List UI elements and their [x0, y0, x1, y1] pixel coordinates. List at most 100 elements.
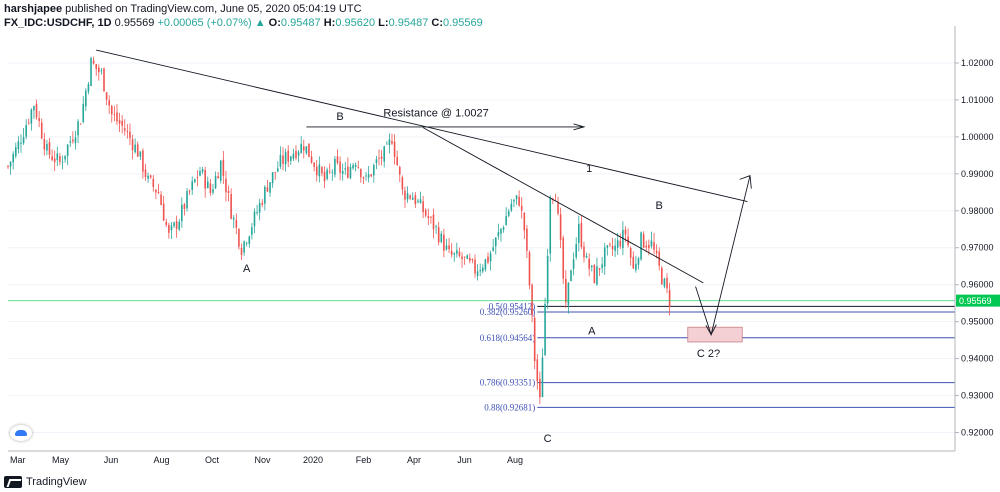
candle-body — [162, 203, 165, 221]
candle-body — [380, 156, 383, 159]
candle-body — [588, 258, 590, 269]
candle — [103, 67, 105, 92]
candle — [627, 228, 629, 248]
candle — [40, 118, 43, 140]
candle-body — [25, 125, 27, 137]
candle-body — [30, 109, 33, 124]
candle-body — [396, 156, 398, 166]
candle-body — [126, 131, 129, 132]
candle — [370, 173, 373, 178]
candle-body — [206, 181, 209, 189]
candle — [204, 166, 206, 198]
candle — [238, 227, 240, 250]
candle — [186, 188, 188, 212]
candle-body — [655, 250, 658, 254]
time-tick-label: Nov — [254, 455, 271, 465]
candle — [567, 282, 570, 314]
candle — [27, 118, 30, 125]
candle — [318, 156, 321, 183]
candle-body — [22, 137, 25, 144]
candle-body — [557, 202, 559, 214]
candle-body — [181, 204, 183, 222]
candle — [336, 149, 339, 165]
candle — [92, 56, 95, 65]
candle-body — [492, 247, 494, 251]
candle — [393, 134, 396, 165]
candle — [443, 228, 445, 258]
candle — [645, 240, 648, 253]
candle-body — [90, 58, 92, 87]
candle — [629, 246, 632, 266]
candle-body — [544, 303, 546, 356]
candle-body — [302, 146, 305, 151]
candle — [609, 242, 611, 247]
candle-body — [170, 225, 173, 231]
candle-body — [121, 120, 123, 126]
candle-body — [131, 139, 134, 151]
candle-body — [56, 153, 59, 161]
candle — [310, 150, 313, 164]
candle — [209, 178, 212, 196]
candle-body — [53, 158, 56, 163]
candle — [632, 251, 635, 269]
candle-body — [347, 166, 349, 178]
candle-body — [147, 175, 149, 179]
time-tick-label: Jun — [104, 455, 119, 465]
candle — [619, 233, 622, 249]
candle — [585, 252, 588, 259]
candle-body — [349, 166, 352, 179]
candle — [178, 218, 181, 232]
candle-body — [142, 150, 144, 172]
candle-body — [559, 214, 562, 240]
candle-body — [12, 153, 14, 163]
candle — [406, 186, 409, 203]
candle — [640, 231, 642, 261]
candle-body — [100, 70, 103, 72]
price-tick-label: 0.92000 — [961, 428, 994, 438]
candle — [565, 270, 567, 308]
candle-body — [14, 147, 17, 157]
candle — [601, 256, 603, 274]
author-name[interactable]: harshjapee — [4, 3, 63, 15]
candle-body — [354, 164, 357, 167]
cloud-icon[interactable] — [10, 425, 32, 441]
candle-body — [196, 177, 199, 178]
candle — [419, 191, 422, 204]
candle — [69, 135, 72, 147]
candle-body — [108, 100, 110, 106]
candle — [505, 207, 507, 226]
candle-body — [593, 265, 596, 284]
descending-trendline — [422, 127, 704, 284]
candle — [196, 170, 199, 187]
candle-body — [274, 172, 277, 173]
price-tick-label: 1.02000 — [961, 58, 994, 68]
candle-body — [624, 229, 627, 235]
candle — [474, 254, 476, 278]
candle-body — [474, 259, 476, 274]
candle — [33, 105, 35, 119]
fib-retracement: 0.382(0.95260)0.5(0.95412) 0.618(0.94564)… — [480, 301, 955, 412]
candle — [279, 146, 282, 169]
candle-body — [585, 256, 588, 258]
candle-body — [577, 224, 580, 243]
candle-body — [424, 209, 427, 216]
candle-body — [520, 205, 523, 211]
candle-body — [230, 194, 232, 219]
candle — [183, 203, 186, 216]
wave-annotation: B — [336, 111, 343, 123]
grid-lines — [8, 62, 955, 434]
candle — [544, 297, 546, 356]
candle — [668, 282, 671, 316]
candle-body — [188, 190, 191, 192]
candle-body — [33, 106, 35, 111]
candle-body — [567, 282, 570, 305]
candle — [274, 171, 277, 180]
candle-body — [266, 187, 269, 192]
candle — [510, 198, 513, 213]
candle-body — [227, 190, 230, 193]
candle — [445, 239, 448, 251]
candle — [650, 231, 653, 249]
trend-drawings: Resistance @ 1.0027 B A 1 B A C C 2? — [8, 49, 955, 445]
candle-body — [466, 255, 469, 259]
